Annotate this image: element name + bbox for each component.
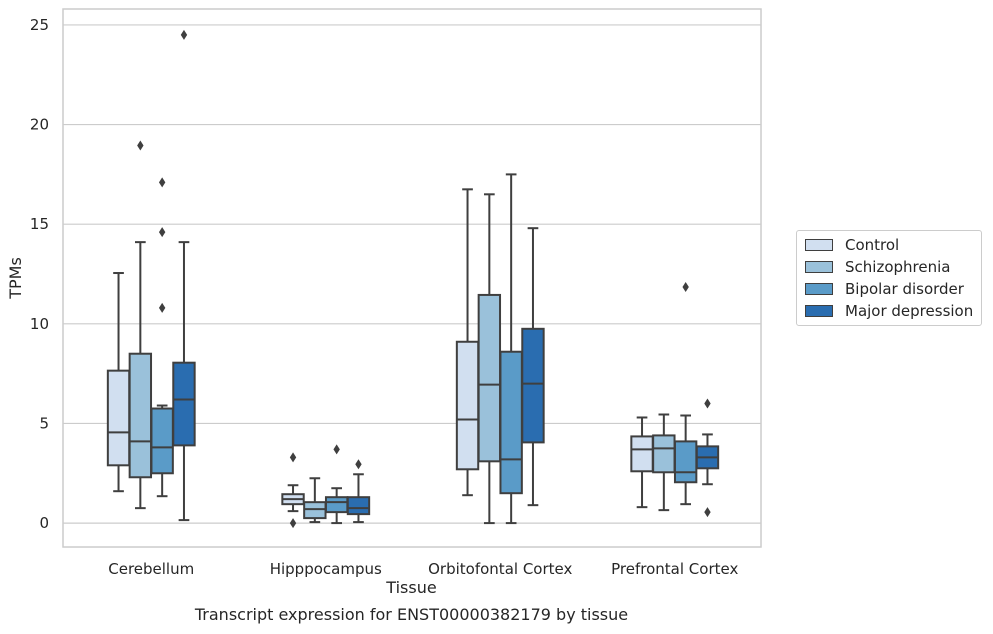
legend-entry-control: Control (805, 235, 899, 255)
legend-swatch-major-depression (805, 305, 833, 317)
legend-swatch-schizophrenia (805, 261, 833, 273)
legend-label-bipolar-disorder: Bipolar disorder (845, 280, 964, 298)
box-body (346, 496, 371, 516)
box-body (521, 327, 545, 444)
box-body (128, 352, 153, 479)
box-outlier (158, 177, 166, 188)
legend-swatch-bipolar-disorder (805, 283, 833, 295)
box-outlier (289, 452, 297, 463)
y-tick-label: 0 (39, 514, 49, 532)
box-outlier (704, 507, 711, 518)
y-tick-label: 25 (30, 16, 49, 34)
box-body (499, 350, 523, 495)
chart-legend: Control Schizophrenia Bipolar disorder M… (796, 230, 982, 326)
box-body (630, 435, 654, 473)
box-outlier (180, 29, 188, 40)
box-body (673, 440, 698, 484)
box-body (172, 361, 196, 447)
y-tick-label: 5 (39, 414, 49, 432)
box-body (106, 369, 131, 467)
x-tick-label: Cerebellum (108, 560, 194, 578)
legend-label-major-depression: Major depression (845, 302, 974, 320)
x-tick-label: Hipppocampus (270, 560, 382, 578)
box-outlier (137, 140, 144, 151)
legend-label-control: Control (845, 236, 900, 254)
box-outlier (704, 398, 711, 409)
x-axis-label: Tissue (386, 578, 437, 597)
x-tick-label: Orbitofontal Cortex (428, 560, 572, 578)
y-tick-label: 10 (30, 315, 49, 333)
legend-swatch-control (805, 239, 833, 251)
box-body (324, 496, 349, 514)
legend-label-schizophrenia: Schizophrenia (845, 258, 951, 276)
x-tick-label: Prefrontal Cortex (611, 560, 738, 578)
y-tick-label: 20 (30, 116, 49, 134)
box-outlier (158, 227, 166, 238)
y-axis-label: TPMs (6, 257, 25, 300)
box-body (477, 293, 502, 463)
box-outlier (355, 459, 362, 470)
box-outlier (289, 518, 297, 529)
box-outlier (333, 444, 340, 455)
box-body (652, 434, 676, 474)
box-outlier (158, 302, 166, 313)
box-body (455, 340, 480, 471)
box-body (150, 407, 174, 475)
legend-entry-major-depression: Major depression (805, 301, 973, 321)
y-tick-label: 15 (30, 215, 49, 233)
chart-title: Transcript expression for ENST0000038217… (194, 605, 629, 624)
legend-entry-bipolar-disorder: Bipolar disorder (805, 279, 964, 299)
legend-entry-schizophrenia: Schizophrenia (805, 257, 950, 277)
box-outlier (682, 281, 689, 292)
